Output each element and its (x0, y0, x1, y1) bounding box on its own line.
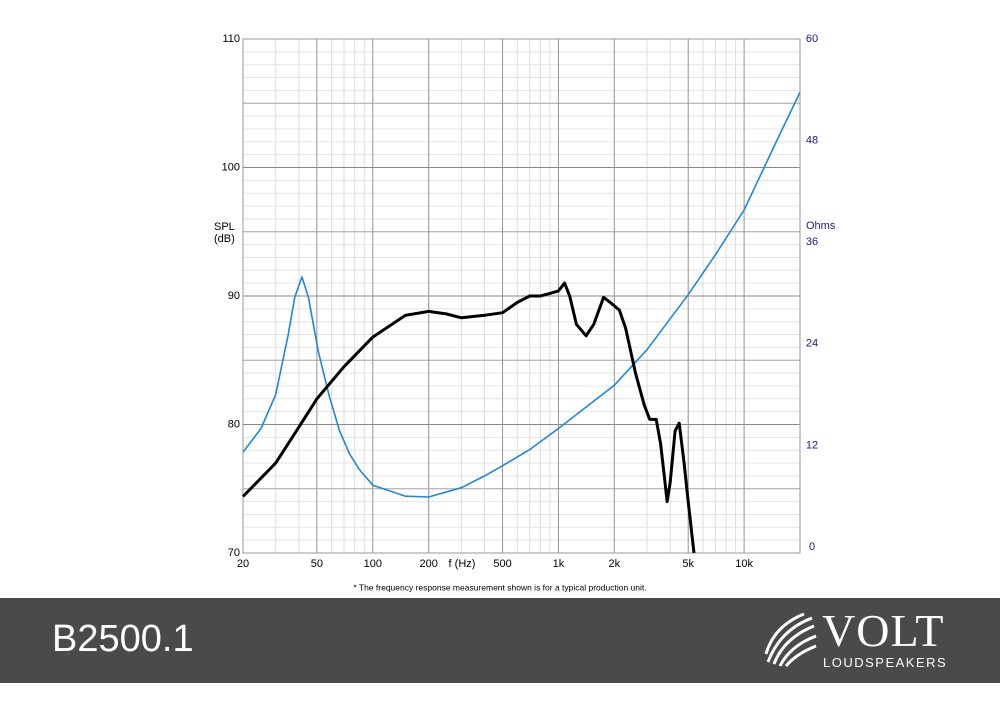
footer: B2500.1 VOLT LOUDSPEAKERS (0, 598, 1000, 683)
x-tick-label: 2k (609, 558, 621, 570)
series-line (241, 281, 696, 554)
y2-tick-label: 12 (806, 439, 818, 451)
x-tick-label: 100 (364, 558, 382, 570)
x-axis-label: f (Hz) (449, 558, 476, 570)
x-tick-label: 10k (735, 558, 753, 570)
series-line (242, 91, 801, 498)
y-tick-label: 110 (222, 33, 240, 45)
logo-icon (764, 612, 817, 667)
y-tick-label: 100 (222, 161, 240, 173)
model-name: B2500.1 (52, 618, 194, 660)
x-tick-label: 20 (237, 558, 249, 570)
y2-axis-label: Ohms (806, 220, 836, 232)
x-tick-label: 200 (419, 558, 437, 570)
footnote: * The frequency response measurement sho… (353, 582, 646, 592)
y2-tick-label: 48 (806, 135, 818, 147)
y2-tick-label: 24 (806, 338, 818, 350)
brand: VOLT (822, 605, 945, 656)
y2-tick-label: 36 (806, 236, 818, 248)
x-tick-label: 1k (553, 558, 565, 570)
y-tick-label: 70 (228, 547, 240, 559)
x-tick-label: 5k (682, 558, 694, 570)
y2-tick-label: 0 (809, 541, 815, 553)
chart: * The frequency response measurement sho… (222, 33, 836, 592)
brand-sub: LOUDSPEAKERS (823, 655, 948, 670)
y-axis-label: SPL (dB) (214, 221, 235, 245)
y2-tick-label: 60 (806, 33, 818, 45)
y-tick-label: 90 (228, 290, 240, 302)
x-tick-label: 50 (311, 558, 323, 570)
x-tick-label: 500 (493, 558, 511, 570)
plot-frame (242, 38, 801, 554)
y-tick-label: 80 (228, 418, 240, 430)
